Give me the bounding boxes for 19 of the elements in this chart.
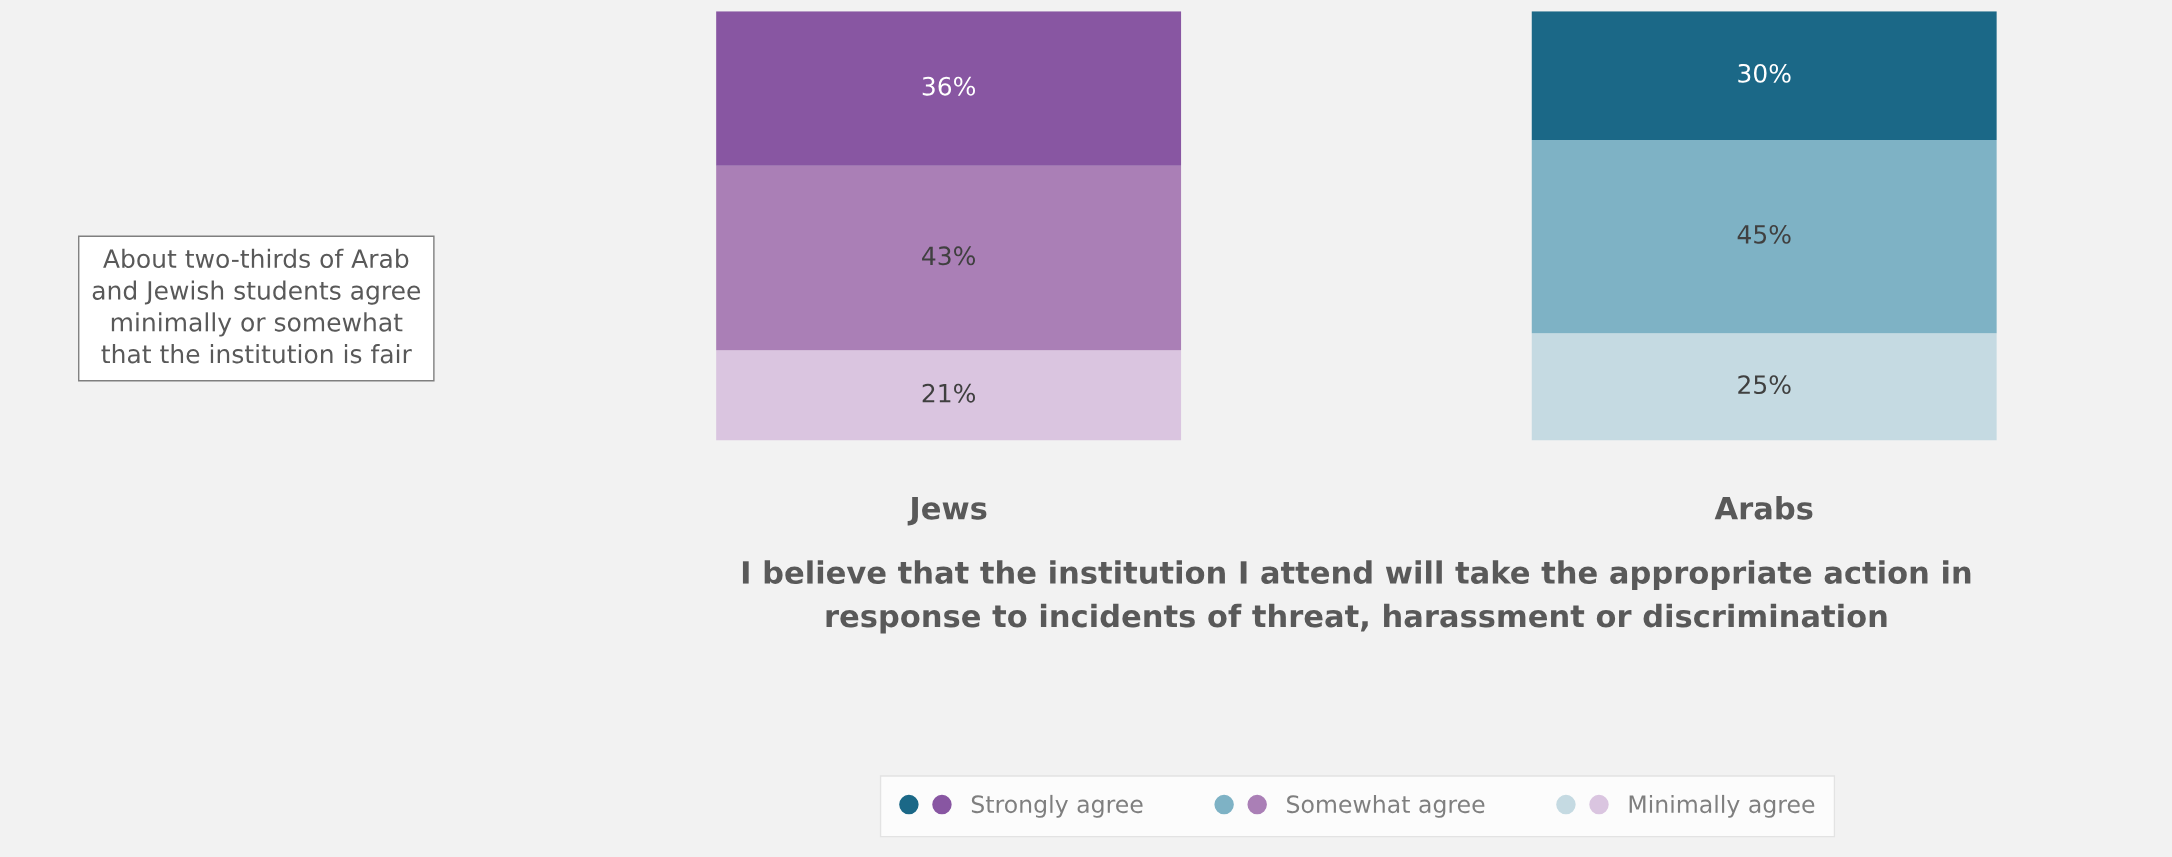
bar [1531, 139, 1997, 334]
bar [716, 350, 1182, 441]
data-label: 30% [1738, 63, 1791, 83]
data-label: 36% [922, 76, 976, 96]
bar [716, 11, 1182, 166]
bar [1531, 333, 1997, 441]
bar [1531, 11, 1997, 140]
x-tick-label: Jews [907, 496, 987, 526]
data-label: 45% [1737, 224, 1791, 244]
text: About two-thirds of Arab and Jewish students agree minimally or somewhat that the institution is fair [92, 248, 421, 364]
data-label: 43% [922, 246, 976, 266]
legend-label: Minimally agree [1629, 794, 1815, 818]
x-axis-title: I believe that the institution I attend will take the appropriate action in response to incidents of threat, harassment or discrimination [742, 560, 1971, 634]
legend-label: Somewhat agree [1287, 794, 1485, 818]
data-label: 21% [922, 383, 976, 403]
bar [716, 165, 1182, 351]
data-label: 25% [1738, 375, 1791, 395]
legend-label: Strongly agree [971, 794, 1143, 818]
x-tick-label: Arabs [1714, 496, 1813, 520]
